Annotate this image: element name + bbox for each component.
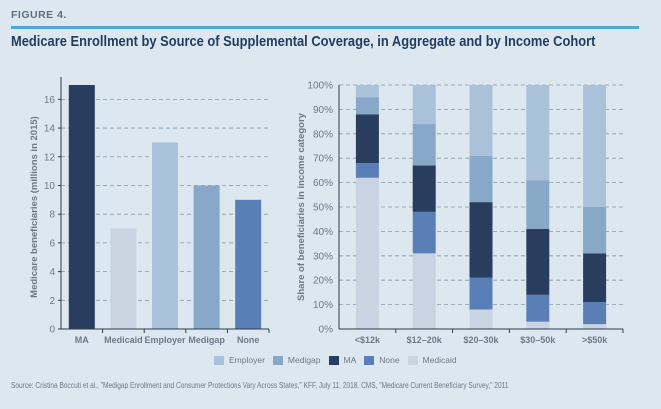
y-tick-label: 70% <box>313 154 333 165</box>
segment-ma <box>355 114 379 164</box>
y-tick-label: 30% <box>313 251 333 262</box>
bar-none <box>235 199 262 329</box>
segment-medicaid <box>583 324 607 329</box>
segment-none <box>583 302 607 325</box>
y-tick-label: 20% <box>313 276 333 287</box>
y-tick-label: 12 <box>44 152 56 163</box>
x-tick-label: None <box>237 335 260 345</box>
segment-medicaid <box>526 321 550 329</box>
x-tick-label: Medicaid <box>104 335 143 345</box>
segment-ma <box>526 228 550 295</box>
legend-swatch <box>272 355 283 365</box>
x-tick-label: <$12k <box>355 335 381 345</box>
legend-item-ma: MA <box>328 355 357 365</box>
y-tick-label: 4 <box>49 267 55 278</box>
legend-label: Medicaid <box>422 355 457 365</box>
y-axis-label: Medicare beneficiaries (millions in 2015… <box>29 116 40 298</box>
bar-medigap <box>193 185 220 329</box>
legend-item-medigap: Medigap <box>272 355 321 365</box>
aggregate-bar-chart: 0 2 4 6 8 10 12 14 16 MA Medicaid Employer Medigap No… <box>29 77 270 345</box>
segment-employer <box>469 85 493 156</box>
segment-medigap <box>526 180 550 229</box>
segment-employer <box>526 85 550 181</box>
y-tick-label: 8 <box>49 210 55 221</box>
y-tick-label: 10% <box>313 300 333 311</box>
y-tick-label: 40% <box>313 227 333 238</box>
x-tick-label: >$50k <box>582 335 608 345</box>
y-tick-label: 90% <box>313 105 333 116</box>
segment-none <box>469 277 493 310</box>
chart-title: Medicare Enrollment by Source of Supplem… <box>11 33 596 50</box>
x-tick-label: Medigap <box>188 335 225 345</box>
legend-item-none: None <box>364 355 400 365</box>
y-tick-label: 80% <box>313 129 333 140</box>
y-tick-label: 6 <box>49 238 55 249</box>
x-tick-label: $20–30k <box>463 335 499 345</box>
y-tick-label: 10 <box>44 181 56 192</box>
segment-medigap <box>583 207 607 254</box>
y-tick-label: 2 <box>49 296 55 307</box>
segment-none <box>412 211 436 254</box>
segment-medicaid <box>355 177 379 329</box>
bar-medicaid <box>110 228 137 329</box>
income-stacked-bar-chart: 0% 10% 20% 30% 40% 50% 60% 70% 80% 90% 100% <$12k $1… <box>296 81 624 345</box>
y-tick-label: 100% <box>307 81 333 92</box>
legend-swatch <box>328 355 339 365</box>
legend-label: MA <box>343 355 357 365</box>
y-tick-label: 0% <box>319 325 334 336</box>
title-rule <box>11 26 639 29</box>
segment-ma <box>583 253 607 303</box>
segment-medicaid <box>412 253 436 329</box>
y-tick-label: 50% <box>313 203 333 214</box>
figure-label: FIGURE 4. <box>11 9 67 21</box>
legend: Employer Medigap MA None Medicaid <box>214 355 457 365</box>
y-tick-label: 60% <box>313 178 333 189</box>
segment-none <box>526 294 550 322</box>
source-note: Source: Cristina Boccuti et al., "Mediga… <box>11 381 509 390</box>
segment-medigap <box>469 155 493 203</box>
segment-employer <box>355 85 379 98</box>
bar-ma <box>68 85 95 329</box>
legend-label: Employer <box>229 355 265 365</box>
segment-none <box>355 163 379 178</box>
segment-medigap <box>412 124 436 166</box>
x-tick-label: MA <box>75 335 89 345</box>
legend-item-employer: Employer <box>214 355 265 365</box>
x-tick-label: $12–20k <box>407 335 443 345</box>
legend-swatch <box>407 355 418 365</box>
y-tick-label: 14 <box>44 124 56 135</box>
legend-item-medicaid: Medicaid <box>407 355 457 365</box>
y-tick-label: 16 <box>44 95 56 106</box>
segment-employer <box>412 85 436 125</box>
segment-medicaid <box>469 309 493 329</box>
legend-swatch <box>364 355 375 365</box>
x-tick-label: $30–50k <box>520 335 556 345</box>
segment-ma <box>469 202 493 278</box>
y-tick-label: 0 <box>49 325 55 336</box>
segment-employer <box>583 85 607 207</box>
legend-swatch <box>214 355 224 365</box>
legend-label: None <box>379 355 400 365</box>
legend-label: Medigap <box>287 355 321 365</box>
segment-ma <box>412 165 436 212</box>
bar-employer <box>152 142 178 329</box>
segment-medigap <box>355 97 379 115</box>
x-tick-label: Employer <box>144 335 186 345</box>
y-axis-label: Share of beneficiaries in income categor… <box>296 112 307 301</box>
